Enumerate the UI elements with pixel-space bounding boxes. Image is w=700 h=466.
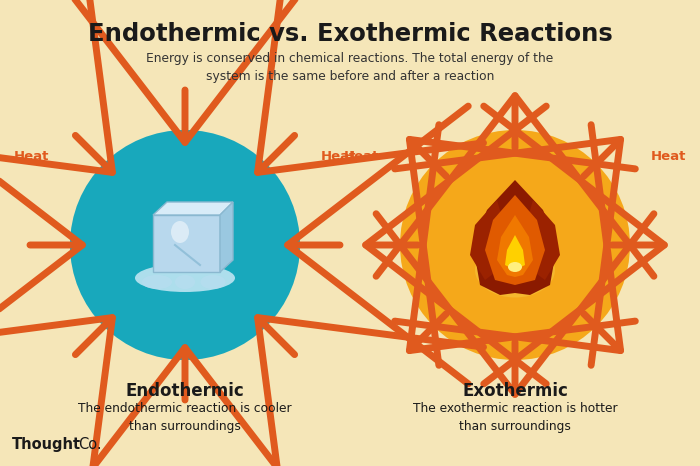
- Polygon shape: [153, 215, 220, 272]
- Ellipse shape: [171, 221, 189, 243]
- Ellipse shape: [135, 264, 235, 292]
- Polygon shape: [523, 200, 560, 280]
- Ellipse shape: [175, 275, 195, 289]
- Ellipse shape: [142, 275, 172, 289]
- Ellipse shape: [200, 275, 225, 289]
- Polygon shape: [497, 215, 533, 277]
- Text: The endothermic reaction is cooler
than surroundings: The endothermic reaction is cooler than …: [78, 402, 292, 433]
- Text: Thought: Thought: [12, 437, 81, 452]
- Polygon shape: [505, 235, 525, 270]
- Polygon shape: [153, 202, 233, 215]
- Text: Endothermic vs. Exothermic Reactions: Endothermic vs. Exothermic Reactions: [88, 22, 612, 46]
- Text: Heat: Heat: [650, 150, 686, 163]
- Polygon shape: [485, 195, 545, 285]
- Polygon shape: [470, 200, 507, 280]
- Circle shape: [70, 130, 300, 360]
- Text: Energy is conserved in chemical reactions. The total energy of the
system is the: Energy is conserved in chemical reaction…: [146, 52, 554, 83]
- Ellipse shape: [508, 262, 522, 272]
- Polygon shape: [473, 180, 557, 295]
- Polygon shape: [220, 202, 233, 272]
- Text: Heat: Heat: [321, 150, 356, 163]
- Text: Exothermic: Exothermic: [462, 382, 568, 400]
- Text: Co.: Co.: [78, 437, 102, 452]
- Text: The exothermic reaction is hotter
than surroundings: The exothermic reaction is hotter than s…: [413, 402, 617, 433]
- Circle shape: [400, 130, 630, 360]
- Text: Endothermic: Endothermic: [125, 382, 244, 400]
- Text: Heat: Heat: [344, 150, 379, 163]
- Ellipse shape: [475, 242, 555, 297]
- Text: Heat: Heat: [14, 150, 50, 163]
